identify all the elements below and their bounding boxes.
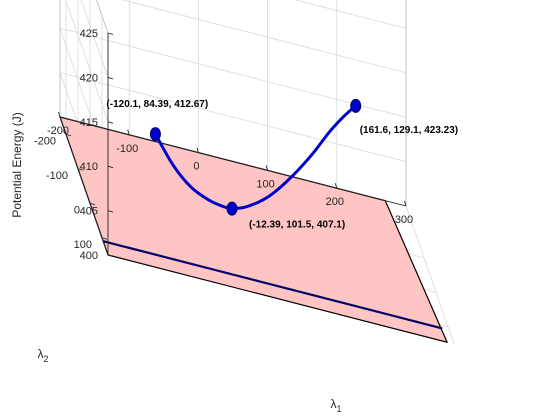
axis-layer: 400 405 410 415 420 425 -200 -100 0 100 -200 -100 0 1… (34, 28, 413, 262)
left-wall-grid-z-4 (80, 0, 109, 78)
z-tick-mark-5 (107, 32, 114, 35)
label-layer: Potential Energy (J) λ1 λ2 (-120.1, 84.3… (10, 99, 458, 414)
left-wall-grid-z-3 (65, 0, 109, 122)
data-point-label-2: (161.6, 129.1, 423.23) (360, 125, 458, 136)
z-tick-label-5: 425 (80, 28, 98, 40)
z-tick-label-3: 415 (80, 117, 98, 129)
y-tick-mark-2 (89, 202, 96, 206)
x-tick-label-0: -200 (47, 125, 69, 137)
y-tick-label-2: 0 (74, 204, 80, 216)
z-tick-mark-0 (107, 254, 114, 257)
x-axis-line (59, 116, 407, 207)
z-tick-mark-4 (107, 76, 114, 80)
back-wall-grid-z-3 (121, 0, 407, 74)
plane-line (102, 240, 443, 330)
y-axis-line (59, 116, 109, 256)
z-axis-label: Potential Energy (J) (10, 112, 24, 217)
x-tick-label-5: 300 (395, 214, 413, 226)
z-tick-label-2: 410 (80, 161, 98, 173)
data-point-0 (149, 127, 161, 142)
x-tick-label-3: 100 (256, 178, 274, 190)
z-tick-label-0: 400 (80, 250, 98, 262)
data-point-label-0: (-120.1, 84.39, 412.67) (106, 99, 208, 110)
back-wall-grid-z-2 (59, 27, 407, 118)
floor-grid-x-5 (405, 205, 455, 345)
y-axis-label-sub: 2 (43, 354, 48, 364)
x-tick-mark-4 (334, 183, 338, 189)
x-tick-mark-2 (196, 147, 199, 153)
z-tick-label-1: 405 (80, 206, 98, 218)
data-point-1 (226, 201, 238, 216)
x-tick-label-4: 200 (326, 196, 344, 208)
y-tick-label-0: -200 (34, 135, 56, 147)
z-tick-mark-3 (107, 121, 114, 124)
x-axis-label-sub: 1 (336, 404, 341, 414)
data-point-label-1: (-12.39, 101.5, 407.1) (249, 220, 345, 231)
y-axis-label: λ2 (37, 347, 48, 364)
x-tick-mark-3 (265, 165, 269, 171)
x-axis-label: λ1 (330, 397, 341, 414)
curve-layer (149, 98, 362, 216)
x-tick-mark-1 (127, 129, 130, 135)
y-tick-mark-3 (101, 237, 108, 240)
x-tick-mark-0 (58, 111, 61, 118)
x-tick-label-2: 0 (193, 161, 199, 173)
z-tick-mark-2 (107, 165, 114, 169)
z-tick-label-4: 420 (80, 72, 98, 84)
y-axis-label-base: λ (37, 347, 43, 361)
x-tick-label-1: -100 (116, 143, 138, 155)
back-wall-grid-z-1 (59, 72, 407, 162)
y-tick-mark-1 (77, 168, 84, 171)
back-wall-grid-z-4 (293, 0, 407, 29)
z-tick-mark-1 (107, 210, 114, 213)
energy-curve (153, 104, 358, 211)
y-tick-label-3: 100 (74, 239, 92, 251)
y-tick-label-1: -100 (46, 170, 68, 182)
box-edge-top-left (96, 0, 109, 34)
x-axis-label-base: λ (330, 397, 336, 411)
x-tick-mark-5 (404, 200, 407, 207)
y-tick-mark-0 (65, 133, 72, 137)
data-point-2 (350, 98, 362, 113)
